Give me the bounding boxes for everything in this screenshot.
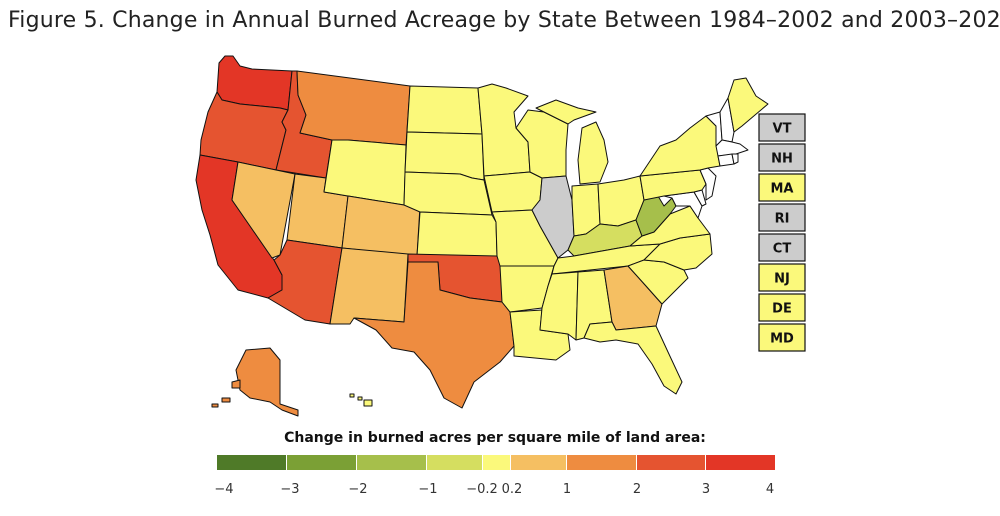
- legend-swatch: [567, 455, 637, 470]
- legend-tick-label: 1: [562, 482, 572, 497]
- small-state-box-vt[interactable]: VT: [758, 113, 806, 142]
- legend-tick-label: 4: [765, 482, 775, 497]
- small-state-label: VT: [773, 122, 792, 137]
- small-state-label: CT: [773, 242, 792, 257]
- state-ms[interactable]: [539, 271, 579, 341]
- us-choropleth-map: VT NH MA RI CT NJ DE MD: [195, 55, 806, 417]
- small-state-box-ri[interactable]: RI: [758, 203, 806, 232]
- state-ak-island[interactable]: [231, 379, 241, 389]
- legend-tick-label: 3: [701, 482, 711, 497]
- state-hi-1[interactable]: [349, 393, 355, 398]
- state-mi[interactable]: [577, 121, 609, 185]
- small-state-box-nj[interactable]: NJ: [758, 263, 806, 292]
- small-state-label: RI: [775, 212, 790, 227]
- legend-swatch: [706, 455, 775, 470]
- state-nm[interactable]: [329, 247, 409, 325]
- state-fl[interactable]: [583, 321, 683, 395]
- state-nd[interactable]: [406, 85, 483, 135]
- state-tx[interactable]: [353, 261, 515, 409]
- small-state-label: DE: [772, 302, 792, 317]
- state-hi-3[interactable]: [363, 399, 373, 407]
- legend-tick-label: −3: [280, 482, 300, 497]
- state-ri[interactable]: [731, 153, 739, 165]
- small-state-box-ct[interactable]: CT: [758, 233, 806, 262]
- state-il[interactable]: [531, 175, 575, 259]
- state-ak-aleutian-1[interactable]: [221, 397, 231, 403]
- legend-title: Change in burned acres per square mile o…: [284, 430, 706, 446]
- small-state-box-nh[interactable]: NH: [758, 143, 806, 172]
- legend-tick-label: −2: [348, 482, 368, 497]
- state-mt[interactable]: [296, 70, 411, 146]
- legend-tick-label: 2: [632, 482, 642, 497]
- legend-tick-label: 0.2: [501, 482, 523, 497]
- state-ny[interactable]: [639, 115, 721, 177]
- small-state-label: MD: [770, 332, 794, 347]
- legend-tick-label: −1: [418, 482, 438, 497]
- legend-swatch: [357, 455, 427, 470]
- small-state-box-ma[interactable]: MA: [758, 173, 806, 202]
- legend-swatch: [217, 455, 287, 470]
- small-state-label: MA: [771, 182, 794, 197]
- state-ak-aleutian-2[interactable]: [211, 403, 219, 408]
- small-state-boxes: VT NH MA RI CT NJ DE MD: [758, 113, 806, 352]
- state-nh[interactable]: [719, 97, 735, 143]
- legend-swatch: [511, 455, 567, 470]
- state-ak[interactable]: [235, 347, 299, 417]
- legend-swatch: [483, 455, 511, 470]
- state-hi-2[interactable]: [357, 396, 363, 401]
- small-state-box-de[interactable]: DE: [758, 293, 806, 322]
- small-state-label: NH: [771, 152, 793, 167]
- legend-tick-label: −4: [214, 482, 234, 497]
- legend-tick-label: −0.2: [466, 482, 498, 497]
- figure-title: Figure 5. Change in Annual Burned Acreag…: [8, 8, 1000, 33]
- legend-swatch: [637, 455, 706, 470]
- small-state-box-md[interactable]: MD: [758, 323, 806, 352]
- legend-swatch: [427, 455, 483, 470]
- legend-color-bar: [217, 455, 775, 470]
- state-mi-upper[interactable]: [535, 99, 597, 125]
- state-ia[interactable]: [483, 171, 543, 213]
- state-ne[interactable]: [403, 171, 493, 216]
- legend-swatch: [287, 455, 357, 470]
- state-me[interactable]: [727, 77, 769, 133]
- small-state-label: NJ: [774, 272, 790, 287]
- state-ct[interactable]: [717, 153, 735, 167]
- state-ks[interactable]: [416, 211, 498, 257]
